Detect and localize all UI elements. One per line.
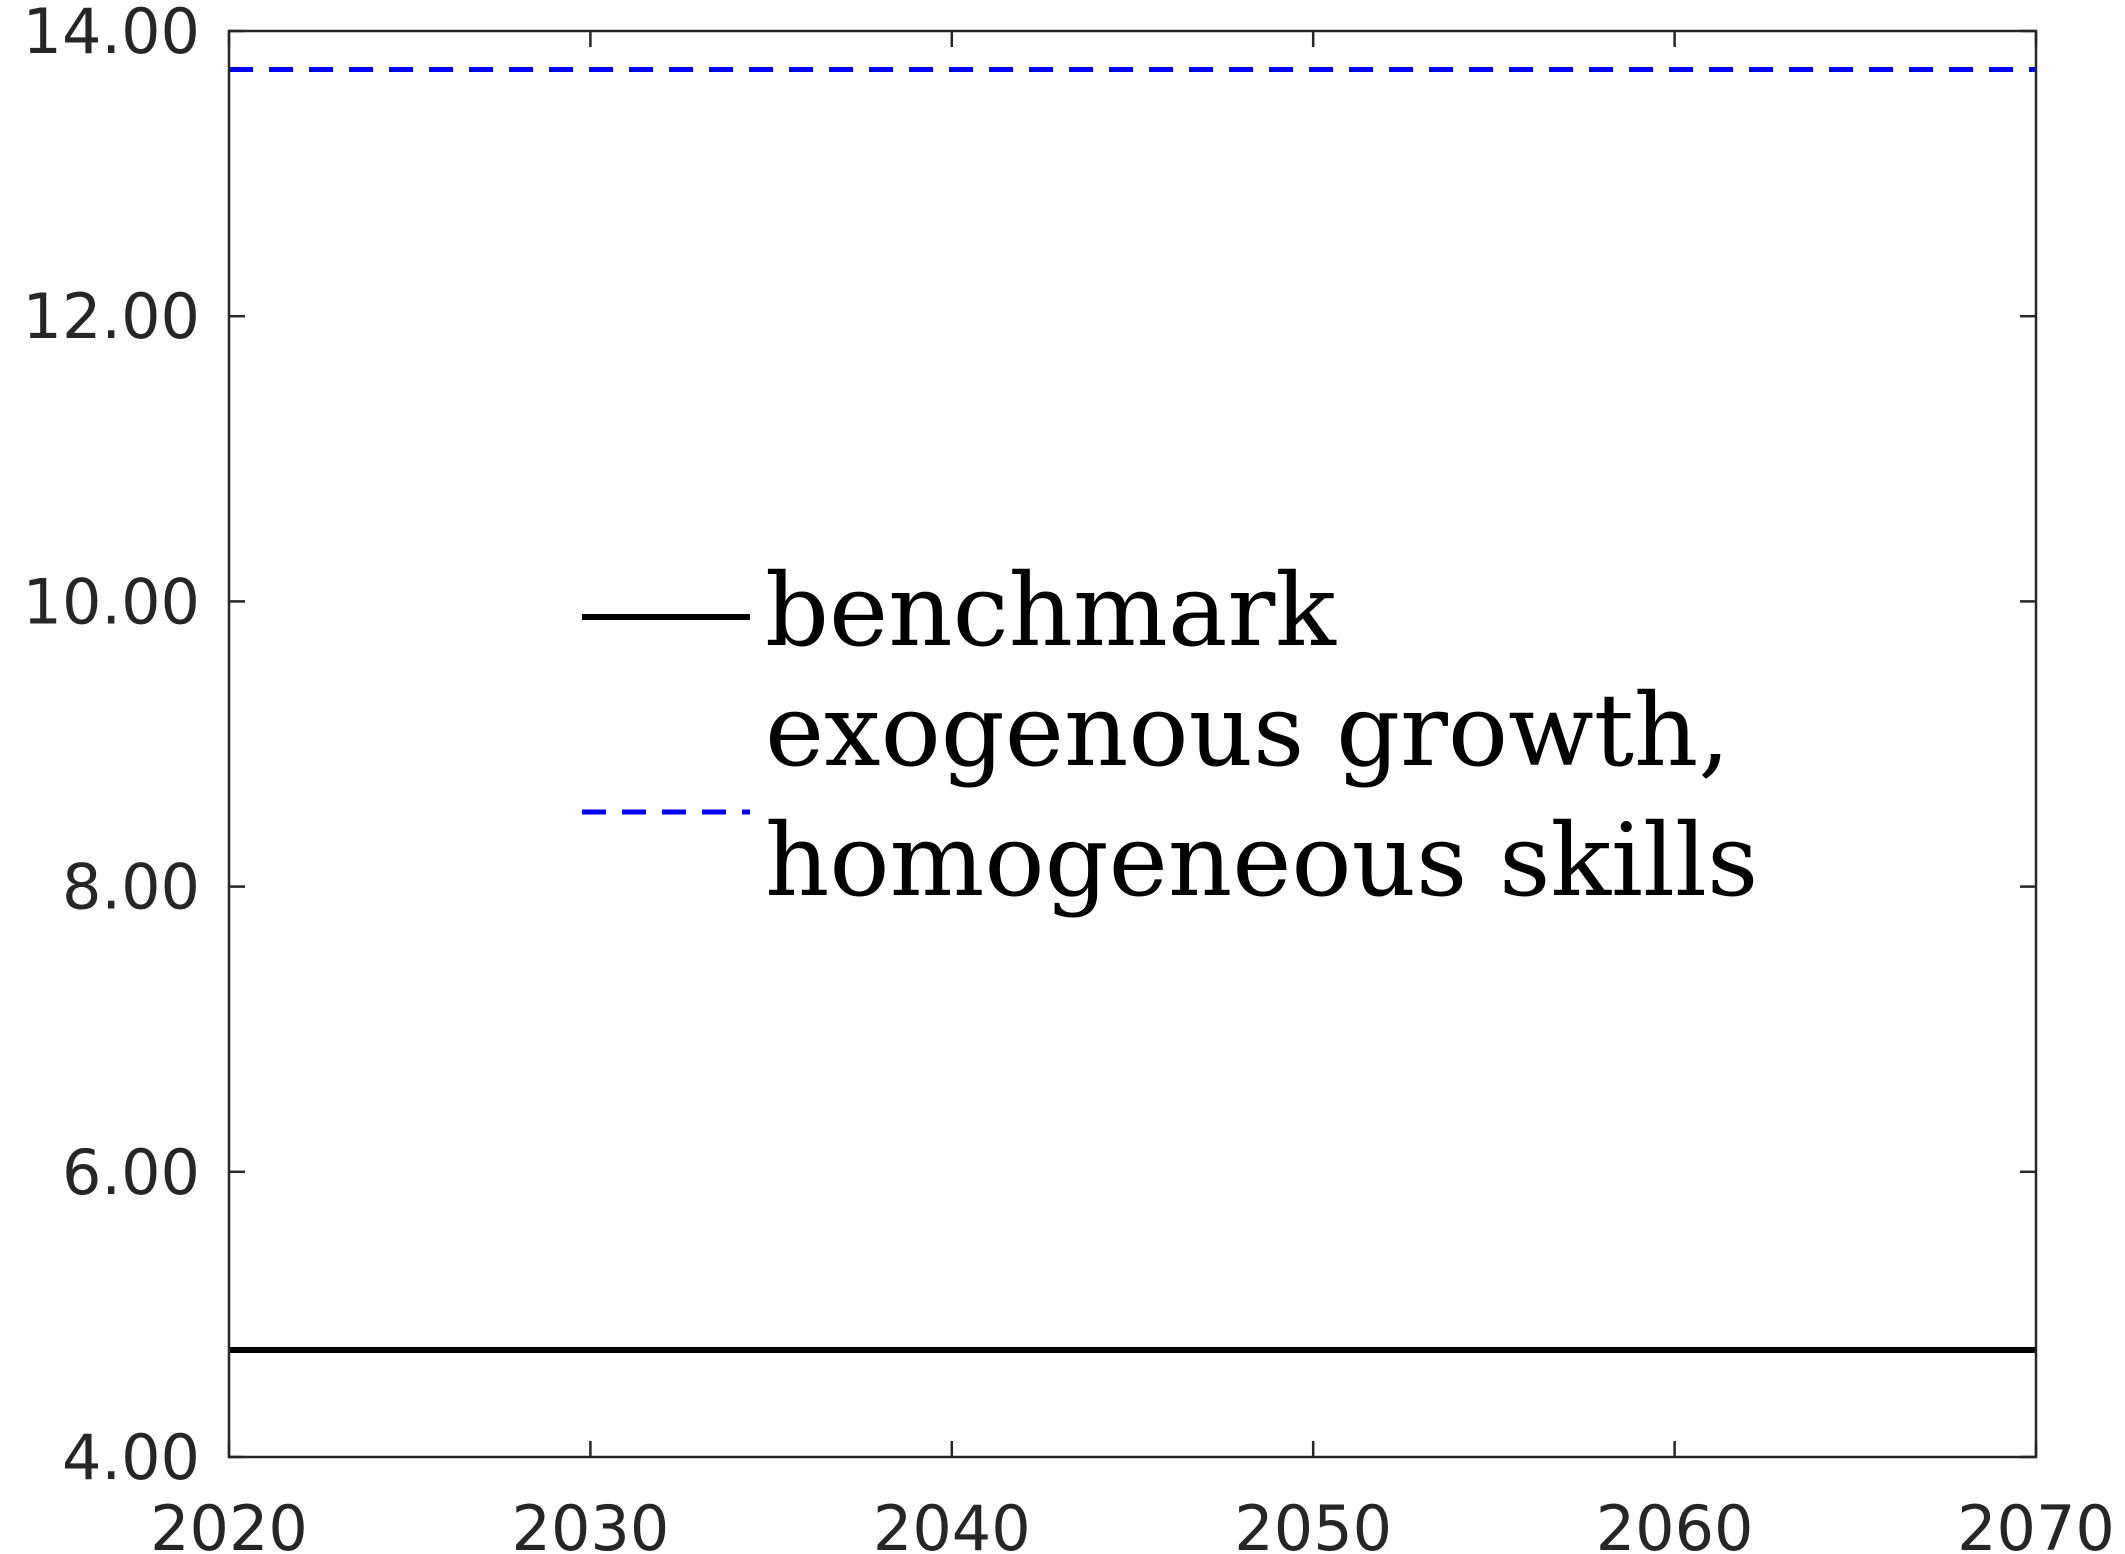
x-tick-label: 2030 — [512, 1492, 670, 1554]
plot-frame — [227, 29, 2038, 1459]
legend-label: benchmark — [765, 552, 1337, 669]
x-tick-label: 2060 — [1596, 1492, 1754, 1554]
x-tick-label: 2040 — [873, 1492, 1031, 1554]
tick-layer: 2020 2030 2040 2050 2060 2070 4.00 6.00 8.00 10.0… — [23, 0, 2115, 1554]
x-tick-label: 2050 — [1234, 1492, 1392, 1554]
y-tick-label: 12.00 — [23, 280, 201, 353]
x-tick-label: 2020 — [150, 1492, 308, 1554]
plot-background — [229, 31, 2036, 1457]
y-tick-label: 8.00 — [62, 851, 200, 924]
legend-label: homogeneous skills — [765, 802, 1758, 919]
series-layer — [229, 67, 2036, 1353]
legend-label: exogenous growth, — [765, 672, 1730, 789]
y-tick-label: 10.00 — [23, 565, 201, 638]
y-tick-label: 14.00 — [23, 0, 201, 68]
y-tick-label: 6.00 — [62, 1136, 200, 1209]
x-tick-label: 2070 — [1957, 1492, 2115, 1554]
y-tick-label: 4.00 — [62, 1421, 200, 1494]
